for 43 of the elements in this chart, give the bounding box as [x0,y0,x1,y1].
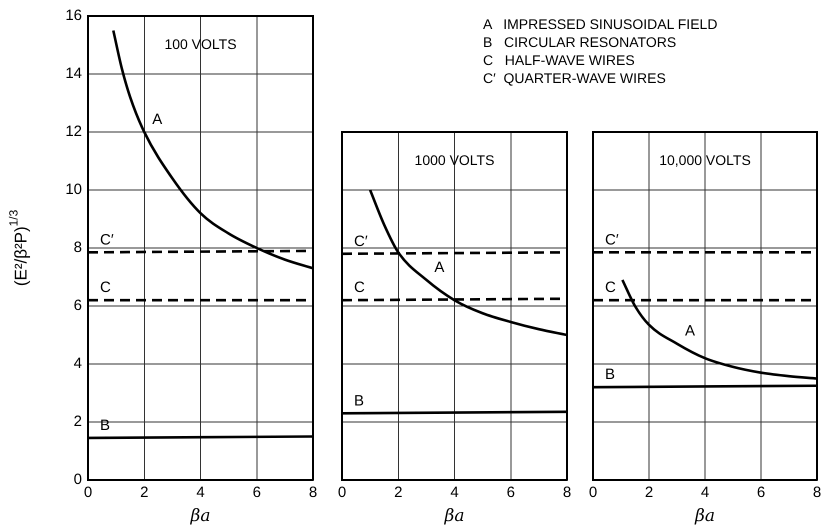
text: C HALF-WAVE WIRES [483,52,635,68]
y-tick-label: 12 [65,123,82,140]
y-tick-label: 8 [74,239,82,256]
y-tick-label: 16 [65,7,82,24]
x-tick-label: 6 [252,484,261,502]
series-label: C [100,279,111,296]
series-label: C′ [100,231,114,248]
y-tick-label: 0 [74,471,82,488]
x-axis-title: βa [190,506,210,526]
series-label: C [605,279,616,296]
series-label: C [354,279,365,296]
x-tick-label: 8 [562,484,572,502]
x-tick-label: 4 [196,484,205,502]
text: B CIRCULAR RESONATORS [483,34,676,50]
y-tick-label: 10 [65,181,82,198]
series-label: B [605,366,616,384]
x-tick-label: 0 [588,484,598,502]
x-tick-label: 6 [756,484,766,502]
x-tick-label: 2 [394,484,402,502]
y-tick-label: 6 [74,297,82,314]
x-tick-label: 0 [338,484,346,502]
text: C′ QUARTER-WAVE WIRES [483,70,666,86]
series-label: C′ [354,232,368,250]
x-tick-label: 2 [644,484,654,502]
series-label: A [152,111,162,128]
text: A IMPRESSED SINUSOIDAL FIELD [483,16,718,32]
x-tick-label: 2 [140,484,148,502]
series-label: A [434,258,444,276]
text: 10,000 VOLTS [659,152,751,168]
y-tick-label: 2 [74,413,82,430]
x-tick-label: 8 [308,484,318,502]
x-tick-label: 4 [450,484,459,502]
x-tick-label: 6 [506,484,515,502]
series-label: B [354,392,364,410]
series-label: C′ [605,231,619,248]
x-axis-title: βa [444,506,464,526]
series-label: A [685,322,696,340]
y-axis-title: (E²/β²P)1/3 [6,209,31,286]
y-tick-label: 4 [74,355,82,372]
x-tick-label: 4 [700,484,710,502]
x-axis-title: βa [694,506,715,526]
x-tick-label: 8 [812,484,822,502]
y-tick-label: 14 [65,65,82,82]
